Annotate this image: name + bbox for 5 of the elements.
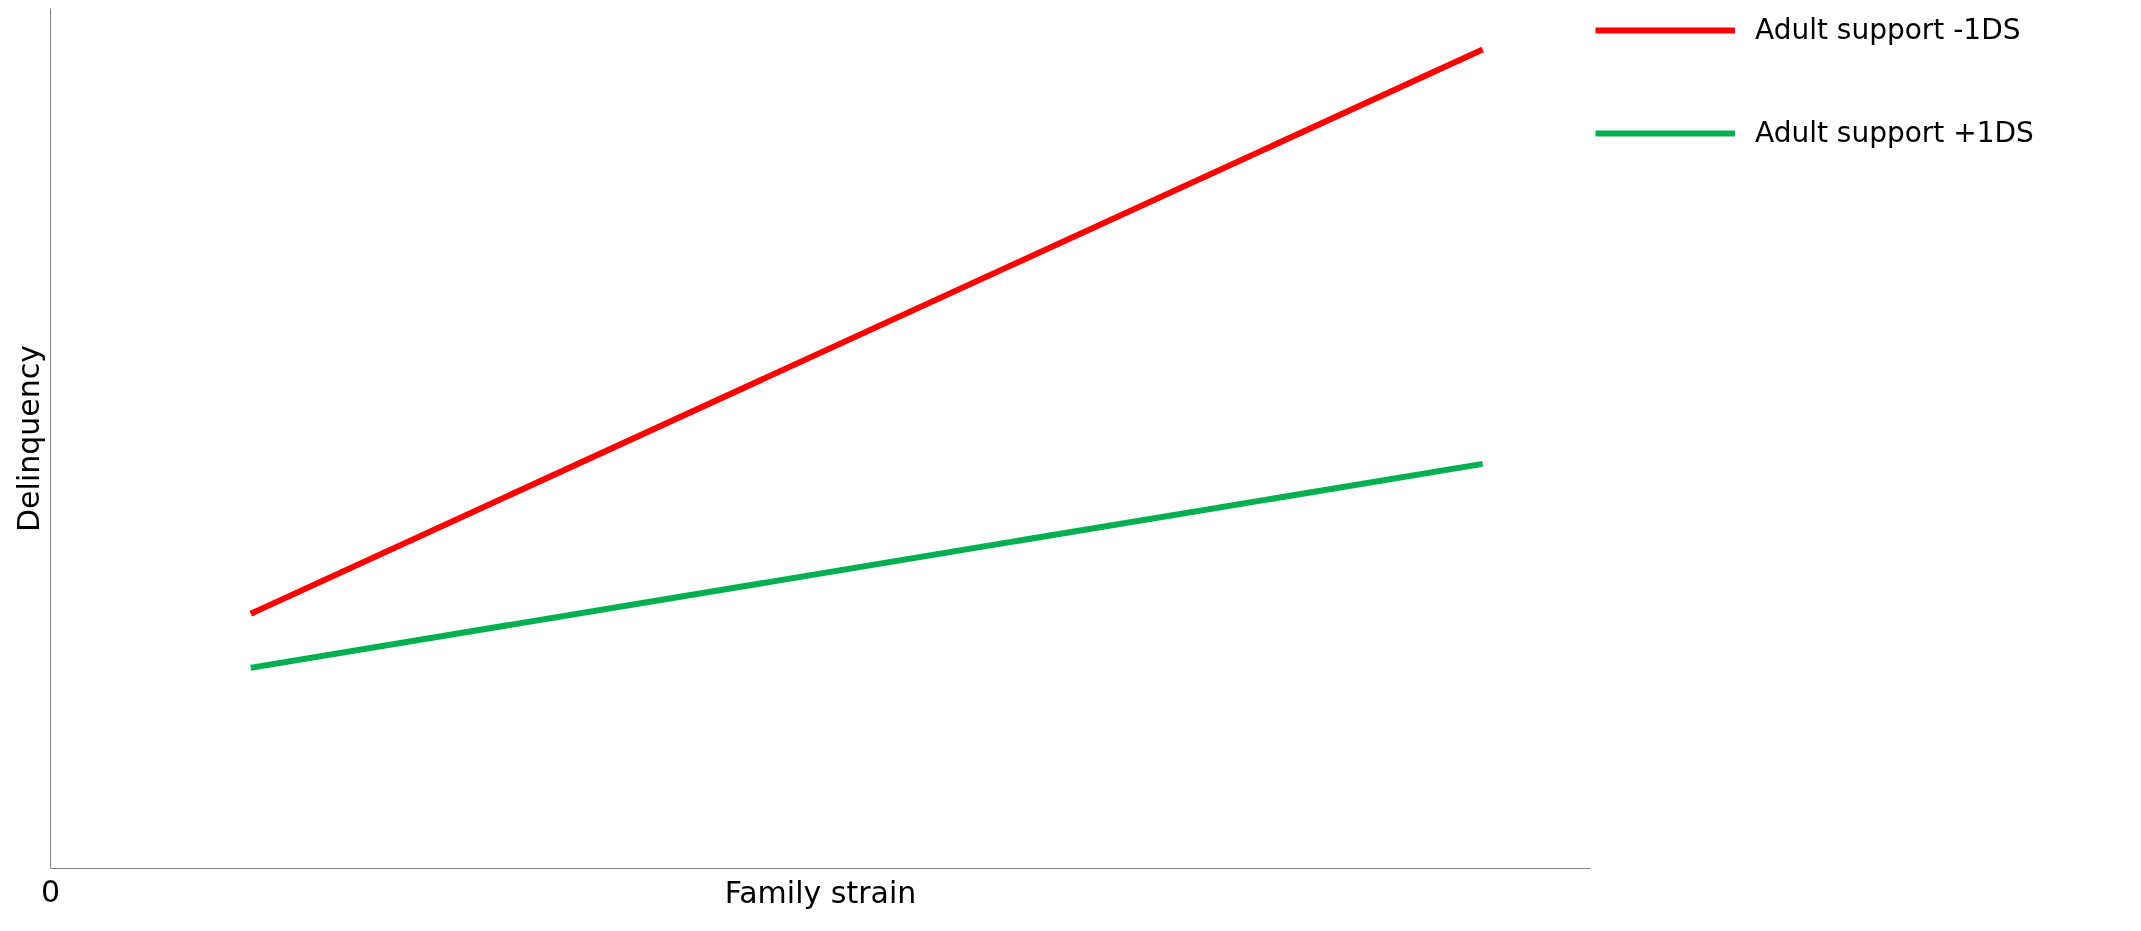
legend-label: Adult support -1DS — [1755, 13, 2021, 46]
legend-label: Adult support +1DS — [1755, 116, 2034, 149]
x-axis-title: Family strain — [724, 874, 917, 910]
y-axis-title: Delinquency — [10, 344, 46, 533]
text: 0 — [40, 873, 61, 909]
